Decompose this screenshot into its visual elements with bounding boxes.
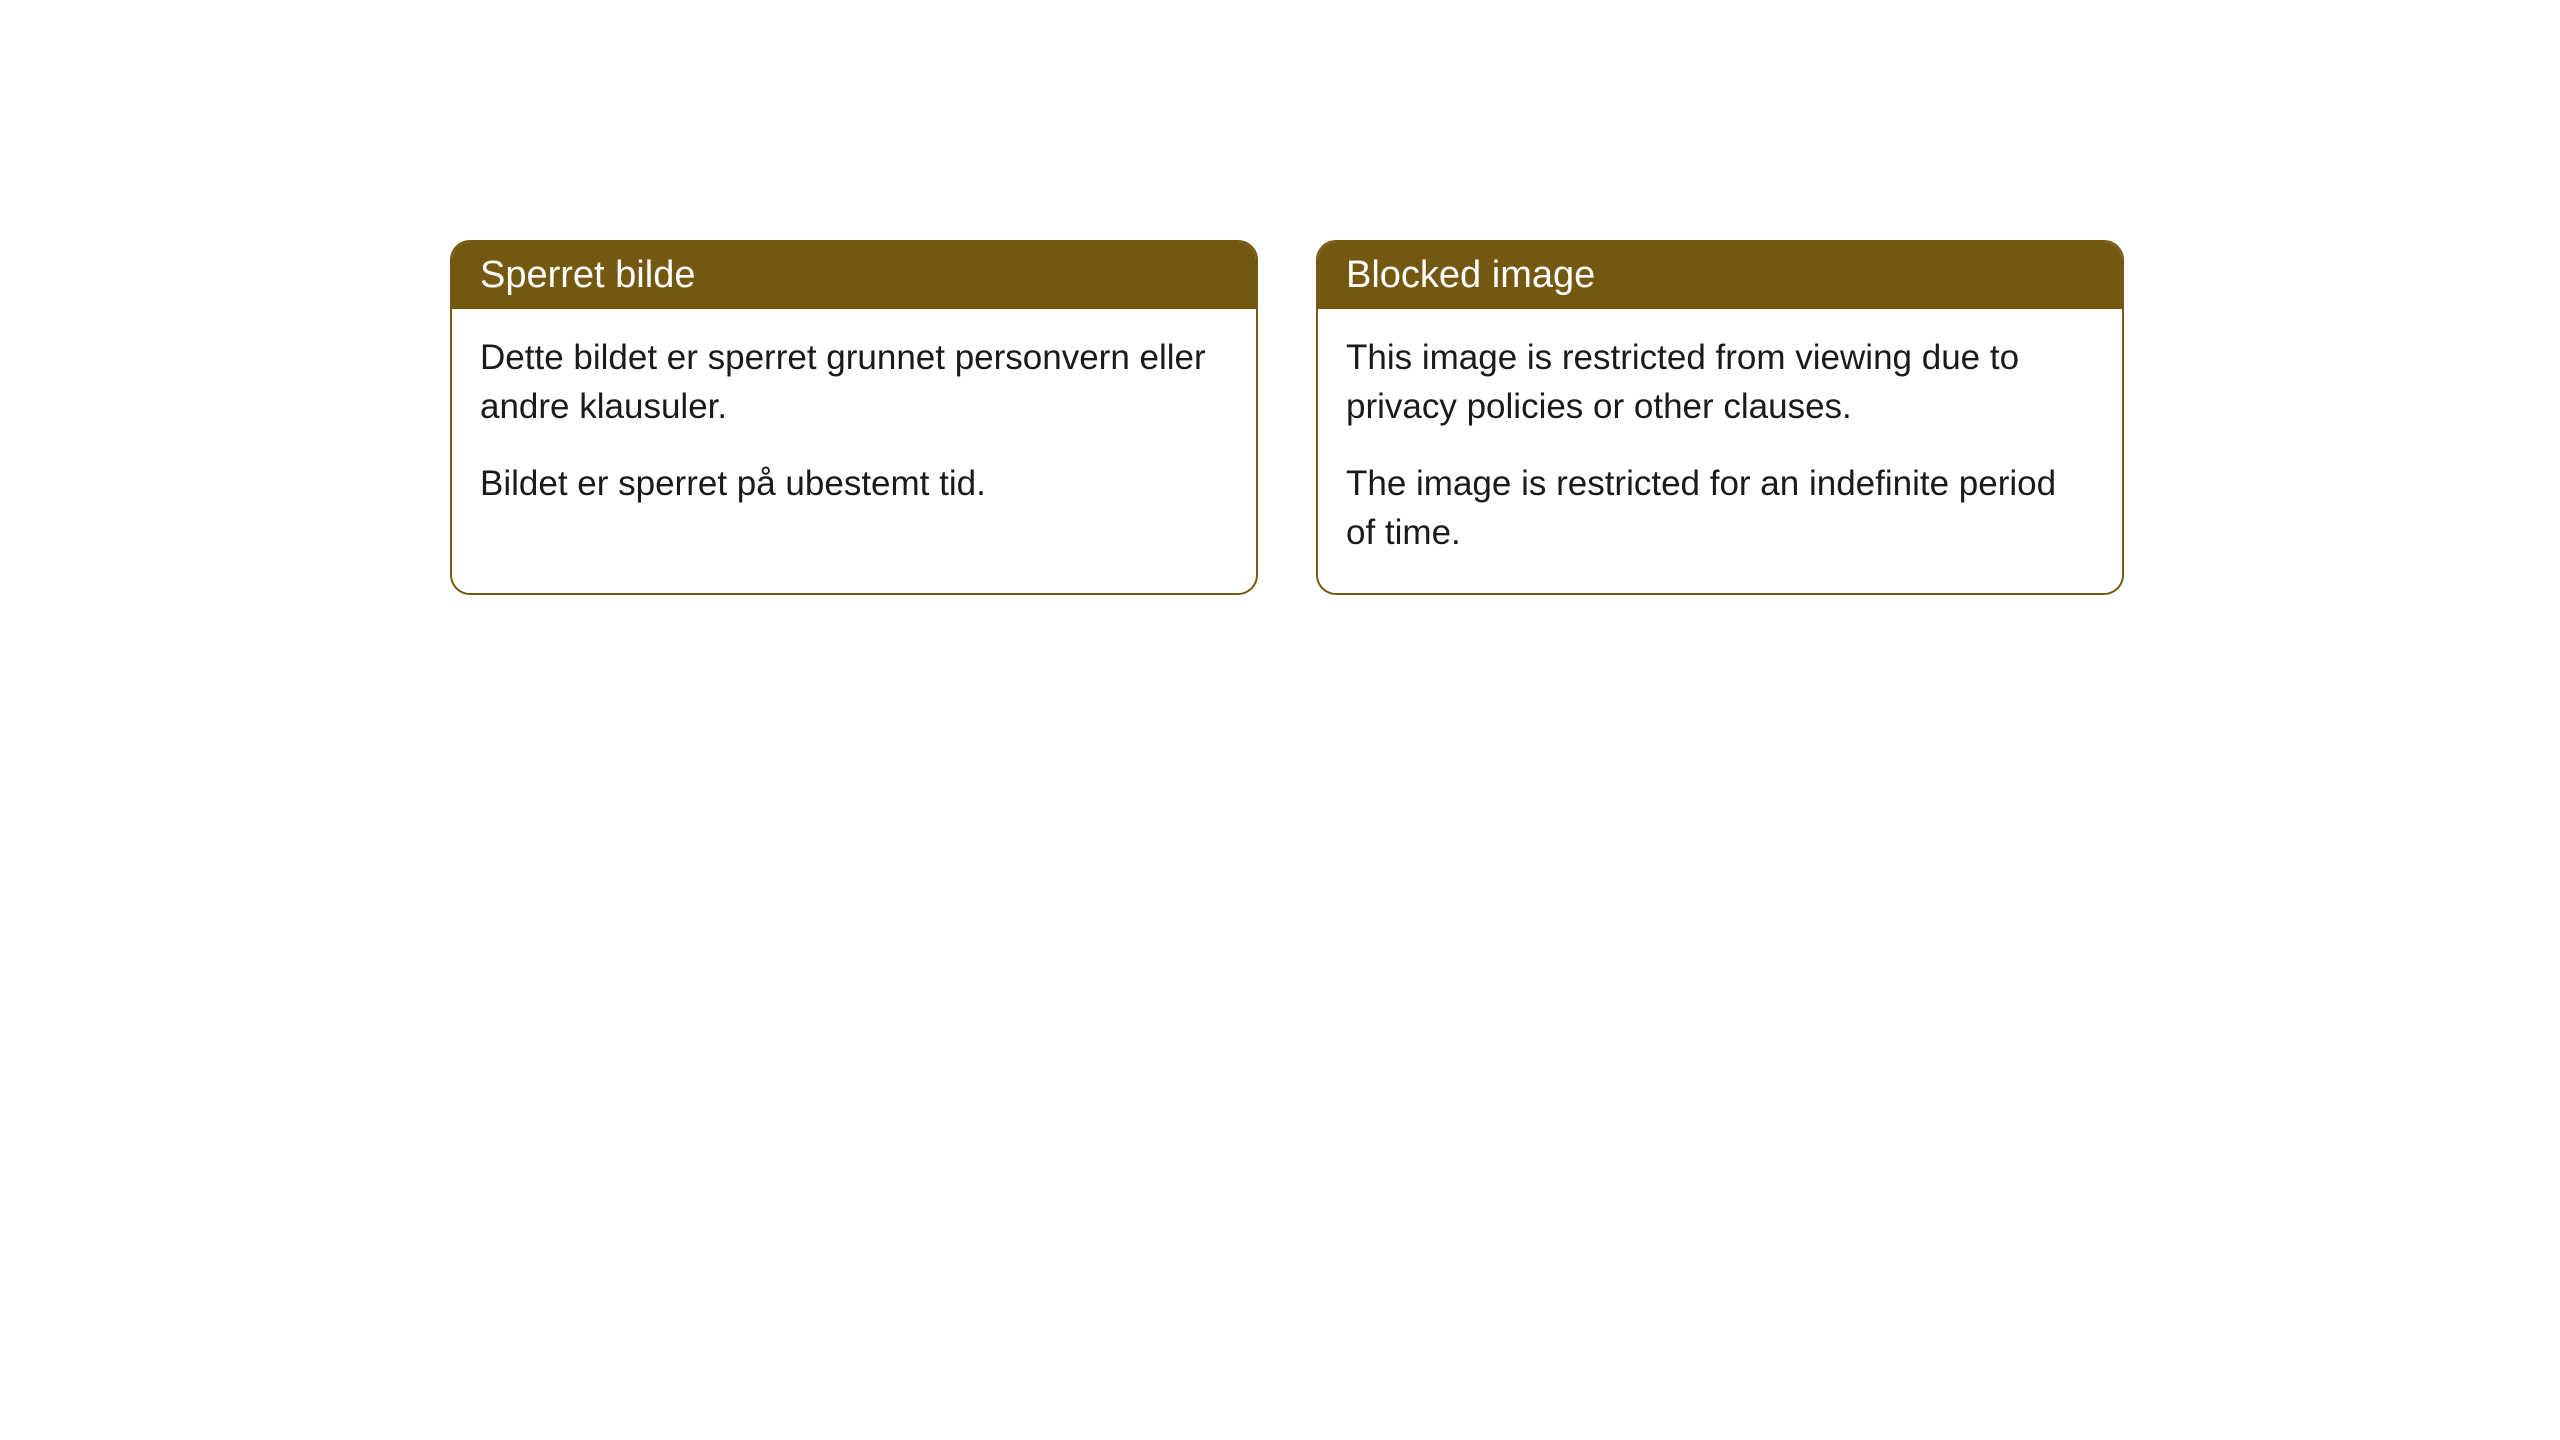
notice-box-english: Blocked image This image is restricted f… [1316, 240, 2124, 595]
notice-body: This image is restricted from viewing du… [1318, 309, 2122, 593]
notice-paragraph: Dette bildet er sperret grunnet personve… [480, 333, 1228, 431]
notice-header: Sperret bilde [452, 242, 1256, 309]
notices-container: Sperret bilde Dette bildet er sperret gr… [450, 240, 2124, 595]
notice-paragraph: The image is restricted for an indefinit… [1346, 459, 2094, 557]
notice-paragraph: Bildet er sperret på ubestemt tid. [480, 459, 1228, 508]
notice-box-norwegian: Sperret bilde Dette bildet er sperret gr… [450, 240, 1258, 595]
notice-paragraph: This image is restricted from viewing du… [1346, 333, 2094, 431]
notice-body: Dette bildet er sperret grunnet personve… [452, 309, 1256, 544]
notice-header: Blocked image [1318, 242, 2122, 309]
